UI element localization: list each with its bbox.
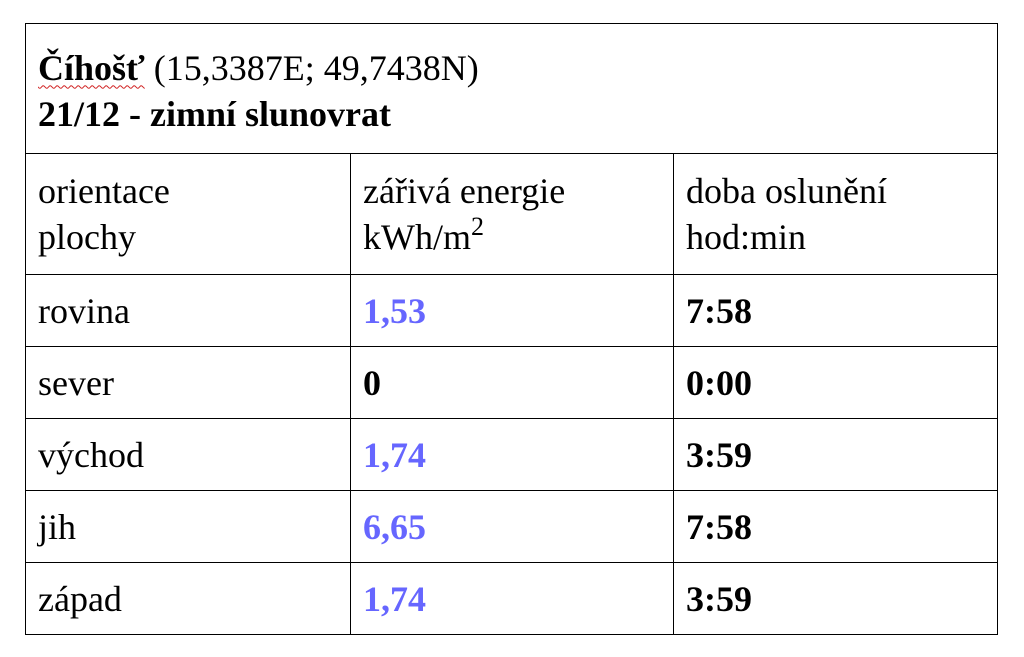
data-row: sever 0 0:00: [25, 346, 999, 419]
header-text: zářivá energie: [363, 171, 566, 211]
data-row: východ 1,74 3:59: [25, 418, 999, 491]
title-cell: Číhošť (15,3387E; 49,7438N) 21/12 - zimn…: [24, 23, 999, 154]
data-row: západ 1,74 3:59: [25, 562, 999, 635]
duration-cell: 3:59: [672, 418, 999, 491]
orientation-cell: západ: [25, 562, 351, 635]
duration-cell: 7:58: [672, 490, 999, 563]
header-text: orientace: [38, 171, 170, 211]
header-cell: zářivá energie kWh/m2: [350, 153, 674, 275]
energy-cell: 0: [350, 346, 674, 419]
orientation-cell: východ: [25, 418, 351, 491]
duration-cell: 7:58: [672, 274, 999, 347]
data-row: rovina 1,53 7:58: [25, 274, 999, 347]
orientation-cell: sever: [25, 346, 351, 419]
energy-cell: 6,65: [350, 490, 674, 563]
header-text: doba oslunění: [686, 171, 887, 211]
duration-cell: 0:00: [672, 346, 999, 419]
table-body: Číhošť (15,3387E; 49,7438N) 21/12 - zimn…: [24, 23, 999, 635]
header-cell: orientace plochy: [25, 153, 351, 275]
energy-cell: 1,74: [350, 562, 674, 635]
coordinates: (15,3387E; 49,7438N): [153, 47, 479, 88]
header-text: hod:min: [686, 217, 807, 257]
header-cell: doba oslunění hod:min: [672, 153, 999, 275]
unit: kWh/m: [363, 217, 471, 257]
header-text: kWh/m2: [363, 214, 661, 260]
data-row: jih 6,65 7:58: [25, 490, 999, 563]
title-line: Číhošť (15,3387E; 49,7438N): [38, 45, 985, 91]
place-name: Číhošť: [38, 47, 145, 88]
energy-cell: 1,74: [350, 418, 674, 491]
orientation-cell: jih: [25, 490, 351, 563]
sun-table: Číhošť (15,3387E; 49,7438N) 21/12 - zimn…: [24, 23, 999, 635]
title-row: Číhošť (15,3387E; 49,7438N) 21/12 - zimn…: [24, 23, 999, 154]
subtitle: 21/12 - zimní slunovrat: [38, 93, 392, 134]
energy-cell: 1,53: [350, 274, 674, 347]
unit-exponent: 2: [470, 212, 484, 241]
header-row: orientace plochy zářivá energie kWh/m2 dob…: [25, 153, 999, 275]
header-text: plochy: [38, 217, 136, 257]
orientation-cell: rovina: [25, 274, 351, 347]
duration-cell: 3:59: [672, 562, 999, 635]
